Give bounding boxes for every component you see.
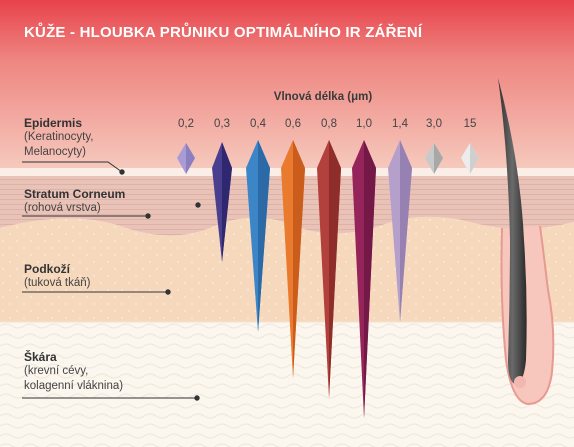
layer-title-podkozi: Podkoží — [24, 262, 71, 276]
wavelength-label: 1,0 — [356, 118, 372, 130]
hair-shaft — [498, 78, 527, 385]
layer-title-skara: Škára — [24, 350, 57, 364]
wavelength-label: 1,4 — [392, 118, 408, 130]
layer-subtitle: (tuková tkáň) — [24, 277, 91, 289]
crystal-1-0 — [352, 140, 376, 418]
crystal-0-2 — [177, 143, 195, 174]
layer-title-epidermis: Epidermis — [24, 116, 83, 130]
crystal-0-8 — [317, 140, 341, 398]
crystal-0-4 — [246, 140, 270, 332]
diagram-title: KŮŽE - HLOUBKA PRŮNIKU OPTIMÁLNÍHO IR ZÁ… — [24, 24, 423, 41]
crystal-15 — [461, 143, 479, 174]
crystal-3-0 — [425, 143, 443, 174]
wavelength-axis-title: Vlnová délka (μm) — [273, 91, 373, 103]
layer-subtitle: kolagenní vláknina) — [24, 380, 124, 392]
layer-subtitle: (Keratinocyty, — [24, 131, 94, 143]
wavelength-label: 3,0 — [426, 118, 442, 130]
wavelength-label: 0,4 — [250, 118, 266, 130]
wavelength-label: 0,3 — [214, 118, 230, 130]
crystal-0-6 — [281, 140, 305, 378]
crystal-0-3 — [212, 142, 232, 262]
layer-subtitle: (krevní cévy, — [24, 365, 89, 377]
wavelength-label: 0,2 — [178, 118, 194, 130]
crystal-1-4 — [388, 140, 412, 322]
layer-subtitle: Melanocyty) — [24, 146, 86, 158]
wavelength-label: 0,6 — [285, 118, 301, 130]
wavelength-label: 0,8 — [321, 118, 337, 130]
layer-subtitle: (rohová vrstva) — [24, 202, 101, 214]
layer-title-stratum-corneum: Stratum Corneum — [24, 187, 126, 201]
wavelength-label: 15 — [463, 118, 477, 130]
